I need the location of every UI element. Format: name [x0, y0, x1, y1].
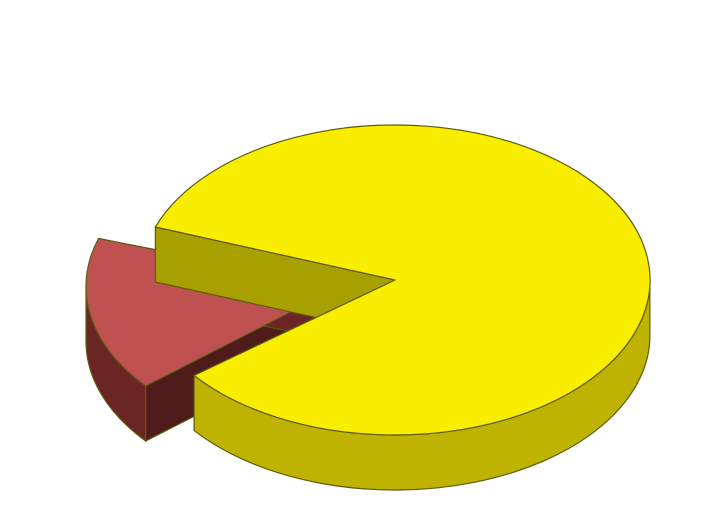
pie-3d-chart — [0, 0, 702, 531]
